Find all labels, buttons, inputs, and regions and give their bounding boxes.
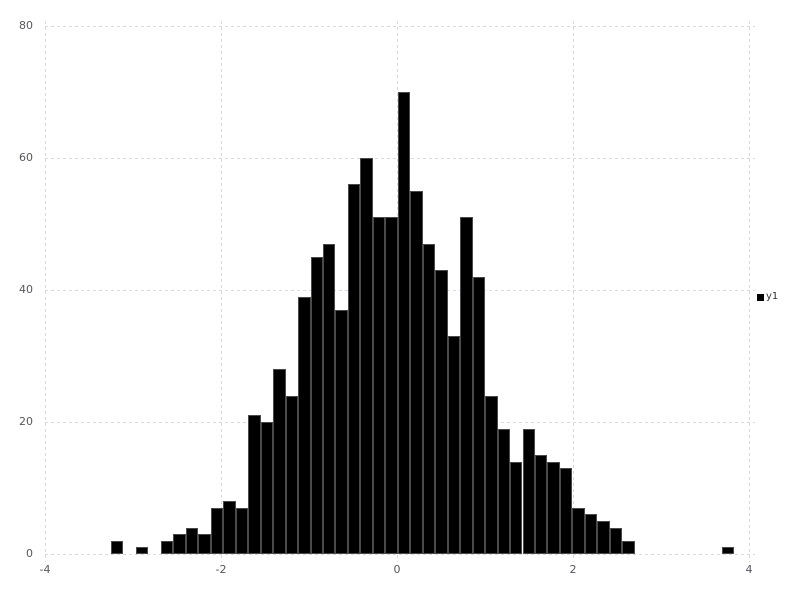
histogram-bar [285,395,299,554]
histogram-bar [559,468,573,554]
histogram-bar [385,217,398,554]
legend-label: y1 [766,291,779,302]
histogram-bar [422,243,436,554]
histogram-bar [597,521,610,554]
histogram-bar [210,507,224,554]
histogram-bar [472,276,486,554]
histogram-bar [534,455,548,554]
histogram-bar [135,547,149,554]
histogram-bar [622,540,635,554]
x-tick-label: 4 [745,563,753,576]
x-tick-label: -4 [39,563,51,576]
histogram-bar [273,369,286,554]
histogram-bar [547,461,560,554]
histogram-bar [497,428,511,554]
x-gridline [221,21,222,562]
histogram-bar [485,395,498,554]
histogram-bar [410,191,423,554]
histogram-bar [609,527,623,554]
y-gridline [45,554,755,555]
x-tick-label: 0 [393,563,401,576]
histogram-bar [397,92,411,554]
histogram-bar [310,257,323,554]
histogram-bar [372,217,386,554]
x-gridline [749,21,750,562]
histogram-bar [185,527,199,554]
histogram-bar [435,270,448,554]
legend-swatch-icon [757,293,764,301]
histogram-bar [522,428,535,554]
x-gridline [45,21,46,562]
y-tick-label: 0 [26,547,33,560]
histogram-bar [111,540,124,554]
histogram-bar [235,507,249,554]
histogram-bar [572,507,585,554]
histogram-bar [248,415,261,554]
histogram-bar [722,547,735,554]
histogram-bar [460,217,473,554]
y-gridline [45,26,755,27]
histogram-bar [223,501,236,554]
y-tick-label: 20 [19,415,33,428]
x-gridline [573,21,574,562]
legend: y1 [757,291,778,303]
histogram-bar [335,309,348,554]
histogram-bar [160,540,174,554]
histogram-bar [447,336,461,554]
y-tick-label: 40 [19,283,33,296]
y-tick-label: 80 [19,19,33,32]
histogram-bar [510,461,523,554]
histogram-bar [322,243,336,554]
histogram-bar [584,514,598,554]
x-tick-label: -2 [215,563,227,576]
histogram-bar [198,534,211,554]
histogram-bar [360,158,373,554]
histogram-bar [173,534,186,554]
histogram-bar [298,296,311,554]
x-tick-label: 2 [569,563,577,576]
y-tick-label: 60 [19,151,33,164]
histogram-bar [260,422,274,554]
histogram-bar [347,184,361,554]
